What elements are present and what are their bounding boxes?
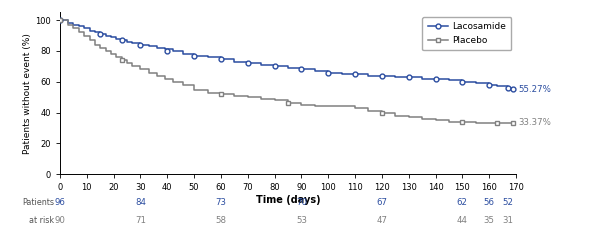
Text: 35: 35 <box>484 216 494 225</box>
Text: at risk: at risk <box>29 216 54 225</box>
Text: 56: 56 <box>484 198 494 207</box>
Text: 62: 62 <box>457 198 468 207</box>
Text: 58: 58 <box>215 216 226 225</box>
X-axis label: Time (days): Time (days) <box>256 195 320 205</box>
Legend: Lacosamide, Placebo: Lacosamide, Placebo <box>422 17 511 50</box>
Text: Patients: Patients <box>22 198 54 207</box>
Text: 73: 73 <box>215 198 226 207</box>
Text: 55.27%: 55.27% <box>518 85 551 94</box>
Text: 47: 47 <box>376 216 388 225</box>
Text: 33.37%: 33.37% <box>518 118 551 127</box>
Text: 67: 67 <box>376 198 388 207</box>
Text: 96: 96 <box>55 198 65 207</box>
Text: 44: 44 <box>457 216 468 225</box>
Text: 84: 84 <box>135 198 146 207</box>
Text: 53: 53 <box>296 216 307 225</box>
Text: 31: 31 <box>502 216 514 225</box>
Text: 52: 52 <box>502 198 514 207</box>
Y-axis label: Patients without event (%): Patients without event (%) <box>23 33 32 154</box>
Text: 70: 70 <box>296 198 307 207</box>
Text: 90: 90 <box>55 216 65 225</box>
Text: 71: 71 <box>135 216 146 225</box>
